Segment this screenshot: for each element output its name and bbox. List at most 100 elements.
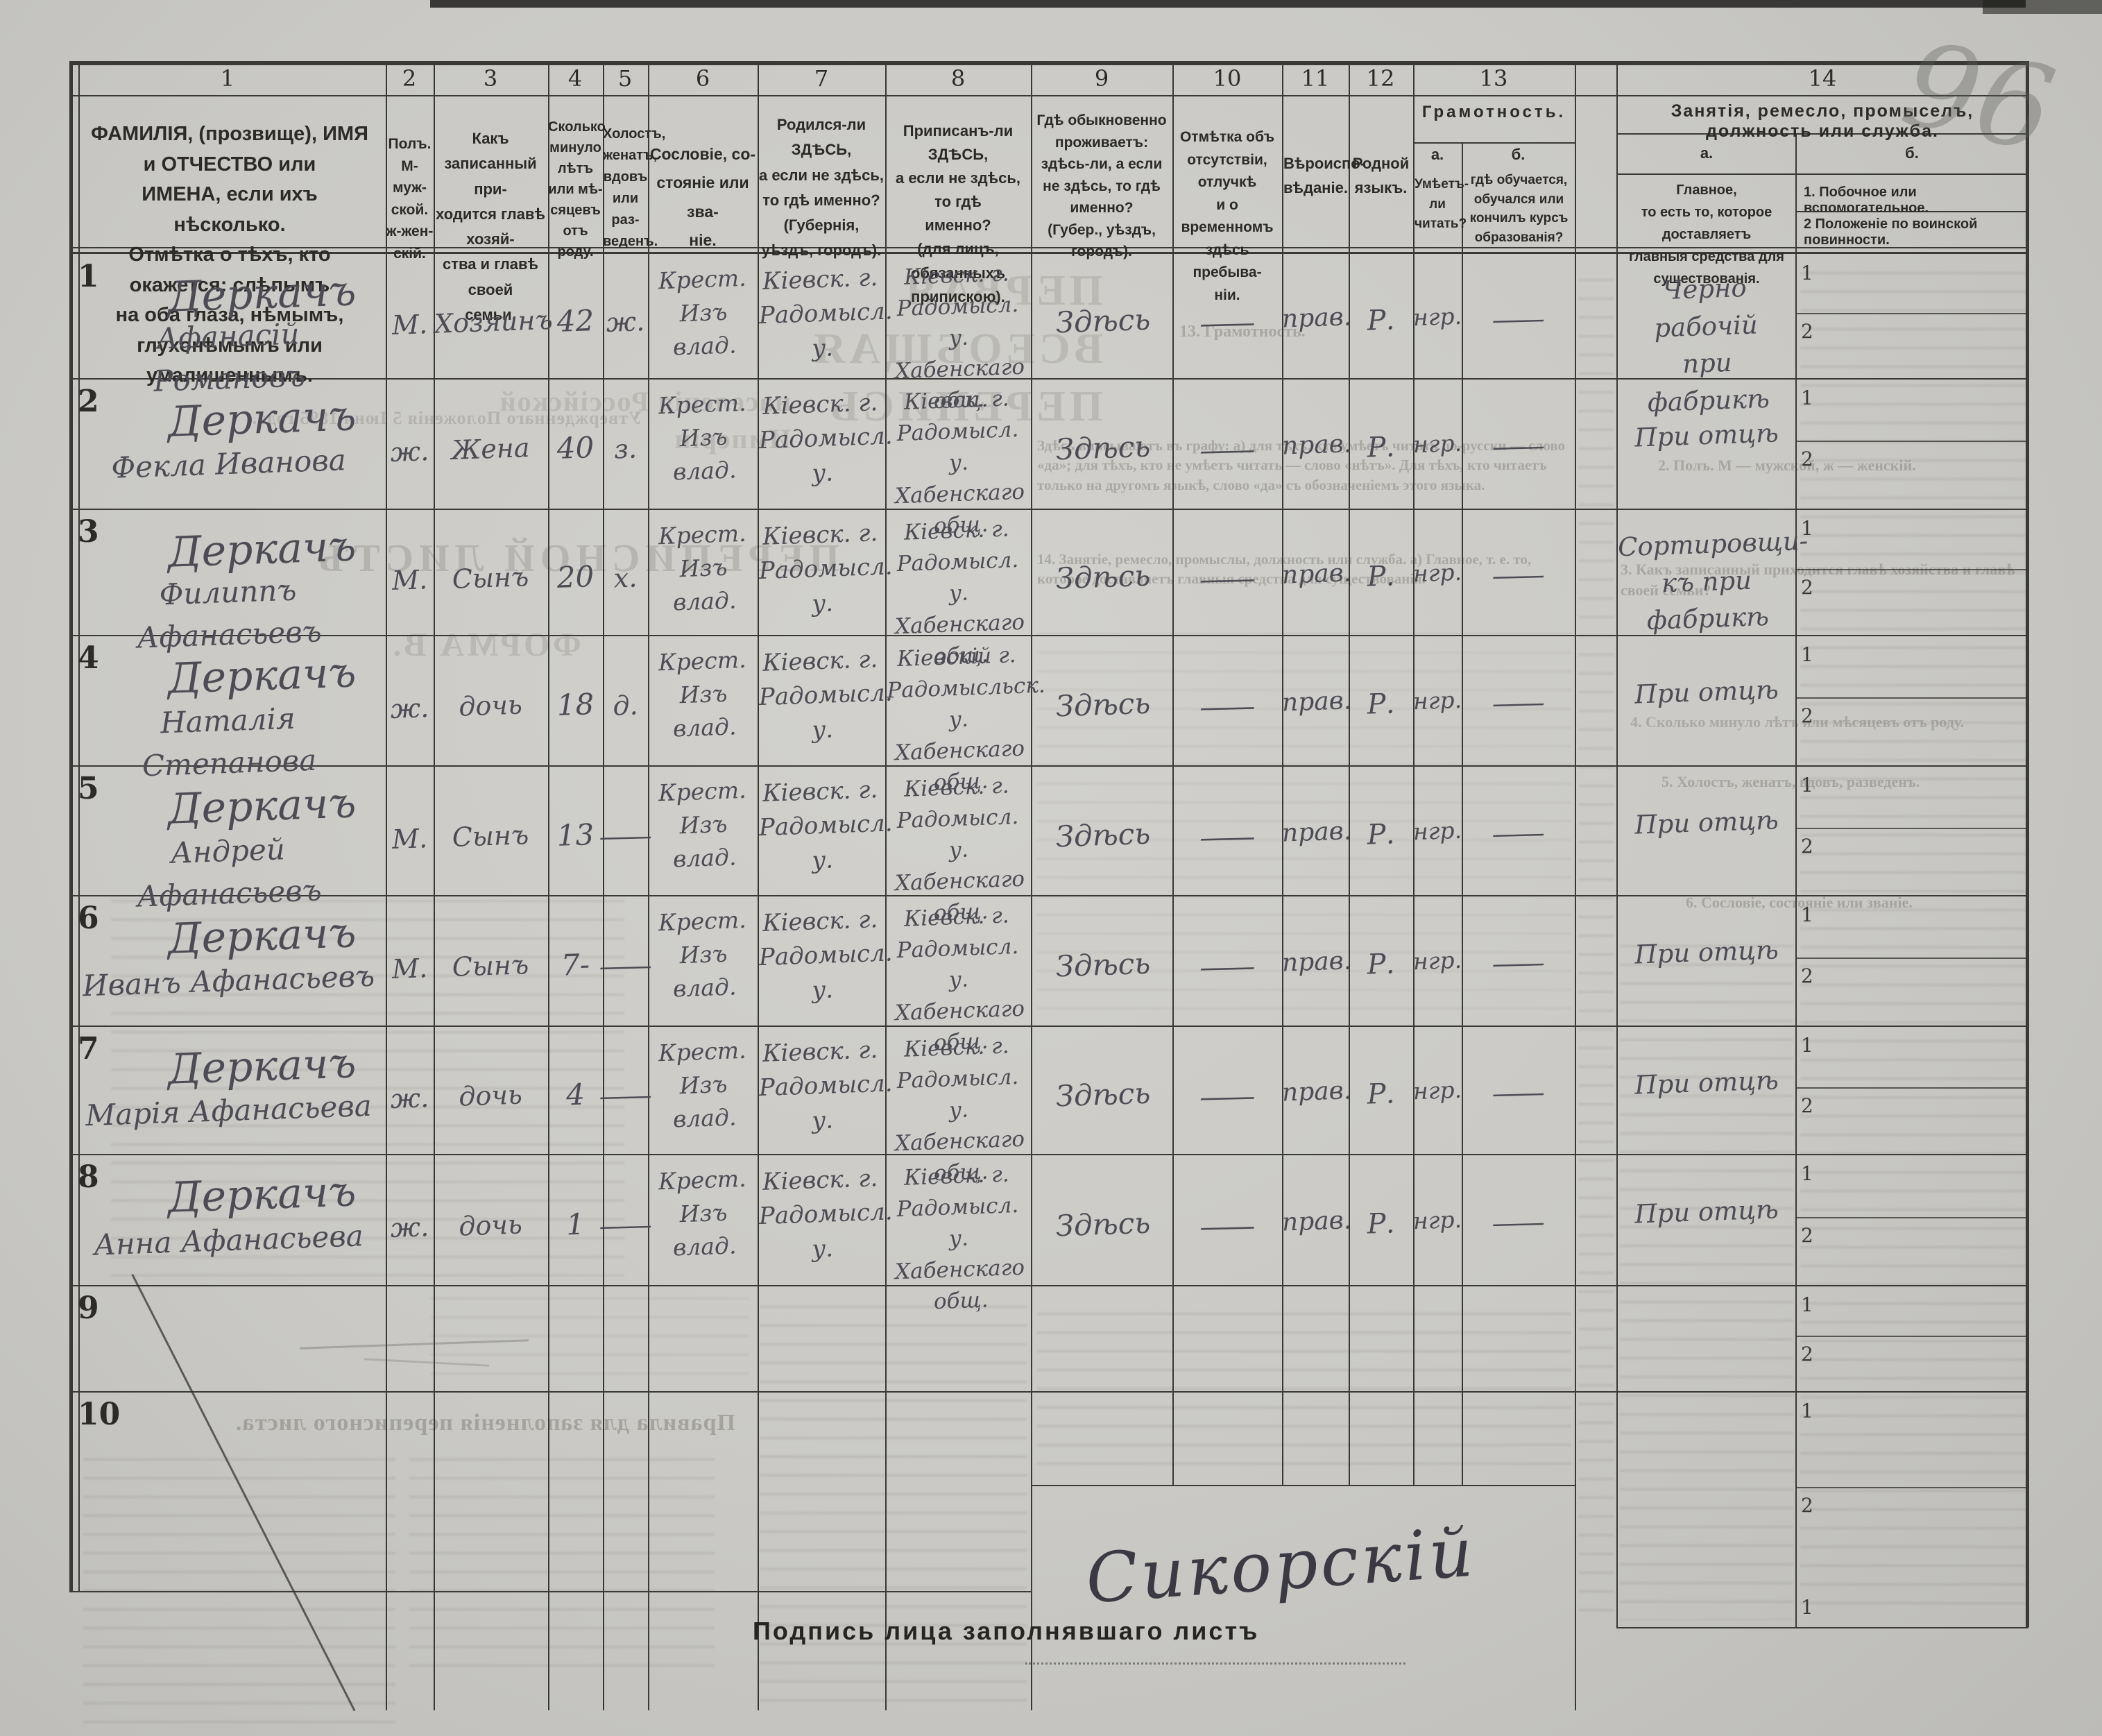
column-number: 10	[1213, 65, 1242, 92]
grid-line	[1413, 142, 1575, 144]
grid-line	[69, 1285, 2028, 1286]
marital-value: з.	[613, 433, 638, 465]
sex-value: ж.	[390, 1211, 429, 1243]
registration-value: Кіевск. г. Радомысл. у. Хабенскаго общ.	[894, 1161, 1025, 1315]
subrow-2-number: 2	[1801, 320, 1813, 343]
estate-value: Крест. Изъ влад.	[658, 1036, 747, 1133]
column-number: 3	[483, 65, 498, 92]
grid-line	[1616, 1627, 2028, 1628]
header-col4-age: Сколько минуло лѣтъ или мѣ- сяцевъ отъ р…	[548, 119, 606, 259]
bleedthrough-noise	[430, 1289, 749, 1379]
sex-value: ж.	[390, 436, 429, 468]
header-col10-absence: Отмѣтка объ отсутствіи, отлучкѣ и о врем…	[1179, 129, 1275, 303]
bleedthrough-text: 14. Занятіе, ремесло, промыслы, должност…	[1037, 551, 1532, 588]
grid-line	[2026, 61, 2029, 1627]
relation-value: дочь	[458, 689, 523, 722]
subrow-2-number: 2	[1801, 835, 1813, 858]
estate-value: Крест. Изъ влад.	[658, 645, 747, 742]
grid-line	[1172, 61, 1174, 1485]
occupation-value: Черно рабочій при фабрикѣ	[1647, 272, 1770, 418]
grid-line	[1795, 313, 2028, 314]
occupation-value: При отцѣ	[1634, 1194, 1779, 1229]
birthplace-value: Кіевск. г. Радомысл. у.	[758, 1164, 894, 1263]
header-col9-residence: Гдѣ обыкновенно проживаетъ: здѣсь-ли, а …	[1036, 112, 1167, 259]
relation-value: дочь	[458, 1079, 523, 1112]
occupation-value: При отцѣ	[1634, 1065, 1779, 1100]
subrow-1-number: 1	[1801, 386, 1813, 409]
education-value: —	[1489, 1207, 1548, 1239]
header-col8-registration: Приписанъ-ли ЗДѢСЬ, а если не здѣсь, то …	[895, 122, 1020, 305]
relation-value: Хозяинъ	[434, 304, 554, 339]
religion-value: прав.	[1281, 429, 1352, 461]
grid-line	[69, 95, 2028, 96]
bleedthrough-text: 6. Сословіе, состояніе или званіе.	[1686, 894, 1913, 911]
birthplace-value: Кіевск. г. Радомысл. у.	[758, 776, 894, 875]
signature-line	[1025, 1662, 1405, 1665]
header-col14b-secondary: 1. Побочное или вспомогательное.	[1804, 185, 1929, 216]
sex-value: М.	[391, 564, 428, 596]
grid-line	[1795, 1217, 2028, 1218]
education-value: —	[1489, 687, 1548, 719]
column-number: 7	[814, 65, 829, 92]
grid-line	[1282, 61, 1283, 1485]
education-value: —	[1489, 817, 1548, 849]
estate-value: Крест. Изъ влад.	[658, 776, 747, 873]
subrow-2-number: 2	[1801, 576, 1813, 599]
grid-line	[1349, 61, 1350, 1485]
header-col13a-label: а.	[1430, 146, 1444, 163]
header-col7-birthplace: Родился-ли ЗДѢСЬ, а если не здѣсь, то гд…	[759, 116, 885, 259]
education-value: —	[1489, 947, 1548, 979]
header-col11-religion: Вѣроиспо- вѣданіе.	[1283, 155, 1366, 197]
subrow-1-number: 1	[1801, 1399, 1813, 1422]
grid-line	[1795, 697, 2028, 699]
age-value: 20	[556, 559, 595, 595]
grid-line	[1462, 142, 1463, 1485]
occupation-value: При отцѣ	[1634, 674, 1779, 710]
subrow-2-number: 2	[1801, 1224, 1813, 1247]
grid-line	[69, 61, 73, 1592]
relation-value: Сынъ	[452, 819, 529, 853]
grid-line	[69, 765, 2028, 767]
birthplace-value: Кіевск. г. Радомысл. у.	[758, 264, 894, 363]
subrow-2-number: 2	[1801, 704, 1813, 727]
column-number: 13	[1479, 65, 1508, 92]
row-number: 2	[78, 384, 99, 419]
age-value: 18	[556, 687, 595, 722]
header-col6-estate: Сословіе, со- стояніе или зва- ніе.	[649, 145, 756, 250]
grid-line	[69, 895, 2028, 896]
grid-line	[1795, 569, 2028, 570]
education-value: —	[1489, 1077, 1548, 1109]
subrow-1-number: 1	[1801, 903, 1813, 926]
subrow-2-number: 2	[1801, 1343, 1813, 1365]
age-value: 40	[556, 430, 595, 466]
subrow-1-number: 1	[1801, 1293, 1813, 1316]
subrow-2-number: 2	[1801, 448, 1813, 470]
grid-line	[1795, 133, 1797, 1627]
subrow-1-number: 1	[1801, 1596, 1813, 1619]
grid-line	[69, 1391, 2028, 1393]
grid-line	[1575, 61, 1576, 1710]
sex-value: ж.	[390, 1082, 429, 1114]
column-number: 2	[402, 65, 417, 92]
grid-line	[1795, 1087, 2028, 1089]
grid-line	[69, 635, 2028, 636]
estate-value: Крест. Изъ влад.	[658, 519, 747, 616]
row-number: 8	[78, 1159, 99, 1195]
bleedthrough-text: 2. Полъ. М — мужской, ж — женскій.	[1658, 457, 1916, 474]
signature-label: Подпись лица заполнявшаго листъ	[753, 1617, 1260, 1645]
subrow-2-number: 2	[1801, 1094, 1813, 1117]
birthplace-value: Кіевск. г. Радомысл. у.	[758, 645, 894, 744]
bleedthrough-noise	[1620, 937, 1793, 1620]
row-number: 7	[78, 1031, 99, 1066]
birthplace-value: Кіевск. г. Радомысл. у.	[758, 389, 894, 488]
bleedthrough-text: 5. Холостъ, женатъ, вдовъ, разведенъ.	[1661, 773, 1920, 790]
grid-line	[69, 61, 2028, 65]
row-number: 9	[78, 1291, 99, 1326]
sex-value: М.	[391, 309, 428, 341]
grid-line	[69, 378, 2028, 380]
grid-line	[69, 1026, 2028, 1027]
grid-line	[1031, 61, 1032, 1710]
header-col13a-canread: Умѣетъ- ли читать?	[1415, 177, 1469, 231]
header-col14b-military: 2 Положеніе по воинской повинности.	[1804, 216, 1978, 248]
row-number: 6	[78, 901, 99, 936]
